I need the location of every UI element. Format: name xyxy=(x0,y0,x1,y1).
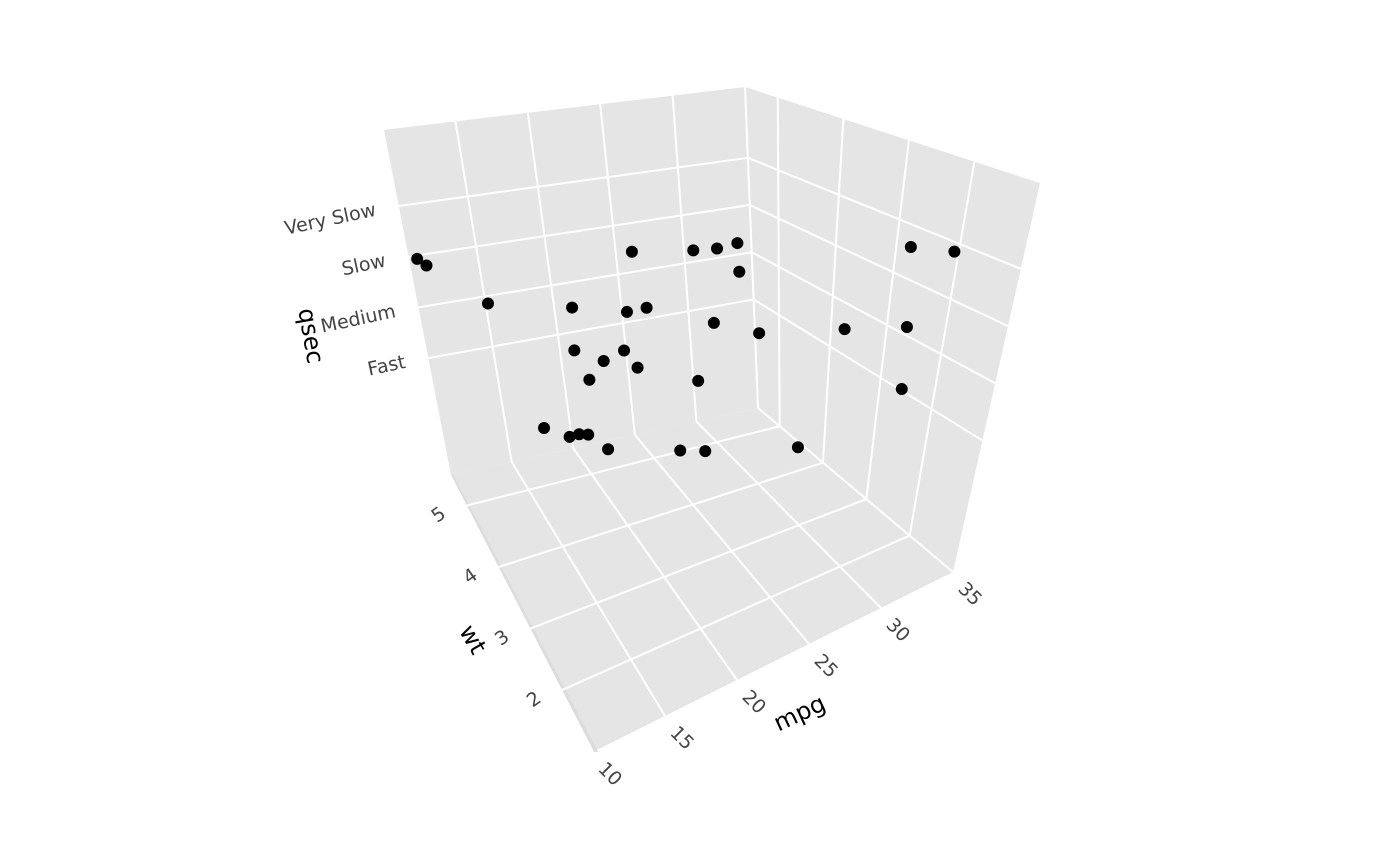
point xyxy=(566,301,579,314)
point xyxy=(583,373,596,386)
z-tick-label: Fast xyxy=(366,351,408,380)
grid-line xyxy=(747,156,1022,270)
point xyxy=(597,355,610,368)
point xyxy=(568,344,581,357)
point xyxy=(687,244,700,257)
point xyxy=(625,245,638,258)
grid-line xyxy=(572,447,738,681)
point xyxy=(563,430,576,443)
x-tick-label: 35 xyxy=(954,578,987,611)
point xyxy=(602,443,615,456)
point xyxy=(838,323,851,336)
grid-line xyxy=(908,161,976,536)
grid-line xyxy=(634,434,810,645)
y-tick-label: 2 xyxy=(523,687,546,712)
grid-line xyxy=(751,251,996,385)
y-tick-label: 3 xyxy=(491,625,514,650)
point xyxy=(582,428,595,441)
x-axis-title: mpg xyxy=(769,689,830,737)
floor xyxy=(450,408,953,752)
grid-line xyxy=(749,204,1009,327)
x-tick-label: 10 xyxy=(594,758,627,791)
point xyxy=(573,428,586,441)
x-tick-label: 25 xyxy=(810,650,843,683)
point xyxy=(900,321,913,334)
grid-line xyxy=(865,140,910,500)
point xyxy=(707,316,720,329)
back-wall xyxy=(383,87,758,475)
grid-line xyxy=(776,97,781,427)
point xyxy=(753,327,766,340)
y-axis-title: wt xyxy=(453,620,492,659)
point xyxy=(692,374,705,387)
y-tick-label: 5 xyxy=(427,502,450,527)
grid-line xyxy=(417,251,752,309)
grid-line xyxy=(529,498,867,630)
point xyxy=(733,265,746,278)
point xyxy=(620,305,633,318)
x-tick-label: 20 xyxy=(738,686,771,719)
grid-line xyxy=(510,461,666,717)
point xyxy=(640,301,653,314)
grid-line xyxy=(497,461,824,569)
grid-line xyxy=(397,156,749,208)
point xyxy=(411,252,424,265)
point xyxy=(631,361,644,374)
grid-line xyxy=(560,534,911,692)
x-tick-label: 15 xyxy=(666,722,699,755)
point xyxy=(481,297,494,310)
grid-line xyxy=(753,298,983,442)
point xyxy=(420,259,433,272)
point xyxy=(904,240,917,253)
grid-line xyxy=(671,95,698,422)
grid-line xyxy=(465,425,780,507)
grid-line xyxy=(695,420,882,609)
grid-line xyxy=(744,86,759,409)
z-tick-label: Very Slow xyxy=(283,199,378,240)
point xyxy=(791,441,804,454)
z-tick-label: Medium xyxy=(319,300,398,337)
point xyxy=(699,445,712,458)
grid-line xyxy=(757,407,954,573)
x-tick-label: 30 xyxy=(882,614,915,647)
grid-line xyxy=(382,129,451,476)
point xyxy=(948,245,961,258)
point xyxy=(895,383,908,396)
grid-line xyxy=(407,204,750,258)
grid-line xyxy=(599,104,636,435)
point xyxy=(538,422,551,435)
point xyxy=(674,444,687,457)
y-tick-label: 4 xyxy=(459,564,482,589)
point xyxy=(618,344,631,357)
z-tick-label: Slow xyxy=(340,250,388,281)
grid-line xyxy=(822,118,845,463)
point xyxy=(731,237,744,250)
grid-line xyxy=(449,474,594,753)
grid-line xyxy=(526,112,575,449)
grid-line xyxy=(427,298,754,360)
plot-walls xyxy=(382,86,1040,753)
point xyxy=(711,242,724,255)
grid-line xyxy=(454,121,513,462)
